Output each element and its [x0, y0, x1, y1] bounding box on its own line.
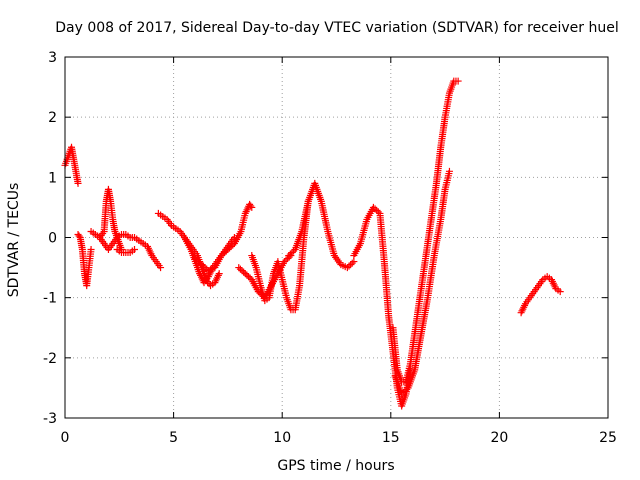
series-s1a	[74, 230, 95, 290]
y-tick-label: 2	[48, 110, 57, 126]
data-point	[398, 390, 406, 398]
data-point	[217, 252, 225, 260]
data-point	[236, 265, 244, 273]
series-s1c	[96, 230, 165, 272]
data-point	[157, 264, 165, 272]
y-tick-label: 1	[48, 170, 57, 186]
data-point	[235, 264, 243, 272]
data-point	[403, 385, 411, 393]
data-point	[350, 258, 358, 266]
y-tick-label: 0	[48, 231, 57, 247]
data-point	[290, 247, 298, 255]
data-point	[198, 261, 206, 269]
data-point	[201, 264, 209, 272]
series-s4c	[391, 167, 453, 398]
data-point	[284, 255, 292, 263]
series-start	[61, 143, 82, 187]
series-s4b	[389, 77, 462, 386]
x-tick-label: 15	[382, 430, 400, 446]
data-point	[74, 179, 82, 187]
data-point	[374, 208, 382, 216]
data-point	[399, 388, 407, 396]
series-s3c	[285, 179, 358, 272]
y-axis-label: SDTVAR / TECUs	[6, 183, 22, 298]
data-point	[371, 205, 379, 213]
x-tick-label: 25	[599, 430, 617, 446]
series-s2b	[180, 234, 238, 287]
data-point	[195, 258, 203, 266]
data-point	[286, 250, 294, 258]
data-point	[238, 267, 246, 275]
data-point	[280, 258, 288, 266]
x-tick-label: 10	[273, 430, 291, 446]
data-point	[241, 270, 249, 278]
data-point	[288, 249, 296, 257]
data-point	[445, 167, 453, 175]
y-tick-label: 3	[48, 50, 57, 66]
data-point	[193, 256, 201, 264]
data-point	[221, 249, 229, 257]
data-point	[343, 264, 351, 272]
data-point	[229, 241, 237, 249]
axis-ticks: 0 5 10 15 20 25 -3 -2 -1 0 1 2 3	[43, 50, 617, 446]
data-point	[369, 203, 377, 211]
series-s2c	[191, 200, 256, 275]
x-axis-label: GPS time / hours	[277, 458, 394, 474]
data-point	[454, 77, 462, 85]
data-point	[222, 247, 230, 255]
data-point	[240, 268, 248, 276]
series-s5	[517, 273, 564, 317]
plot-frame	[64, 56, 609, 419]
y-tick-label: -2	[43, 351, 57, 367]
data-point	[246, 274, 254, 282]
x-tick-label: 0	[61, 430, 70, 446]
data-point	[219, 250, 227, 258]
data-point	[196, 259, 204, 267]
x-tick-label: 20	[490, 430, 508, 446]
series-s1d	[113, 246, 139, 257]
data-point	[226, 244, 234, 252]
data-points	[61, 77, 564, 410]
data-point	[131, 246, 139, 254]
data-point	[227, 243, 235, 251]
data-point	[245, 273, 253, 281]
data-point	[347, 261, 355, 269]
data-point	[282, 256, 290, 264]
data-point	[348, 259, 356, 267]
data-point	[285, 252, 293, 260]
data-point	[215, 270, 223, 278]
data-point	[345, 262, 353, 270]
data-point	[224, 246, 232, 254]
chart-title: Day 008 of 2017, Sidereal Day-to-day VTE…	[55, 20, 618, 36]
data-point	[243, 271, 251, 279]
data-point	[75, 232, 83, 240]
data-point	[248, 203, 256, 211]
data-point	[199, 262, 207, 270]
x-tick-label: 5	[169, 430, 178, 446]
gridlines	[65, 57, 608, 418]
data-point	[556, 288, 564, 296]
data-point	[191, 255, 199, 263]
data-point	[373, 206, 381, 214]
data-point	[401, 387, 409, 395]
data-point	[247, 202, 255, 210]
data-point	[87, 246, 95, 254]
y-tick-label: -3	[43, 411, 57, 427]
y-tick-label: -1	[43, 291, 57, 307]
series-s3b	[248, 197, 312, 314]
